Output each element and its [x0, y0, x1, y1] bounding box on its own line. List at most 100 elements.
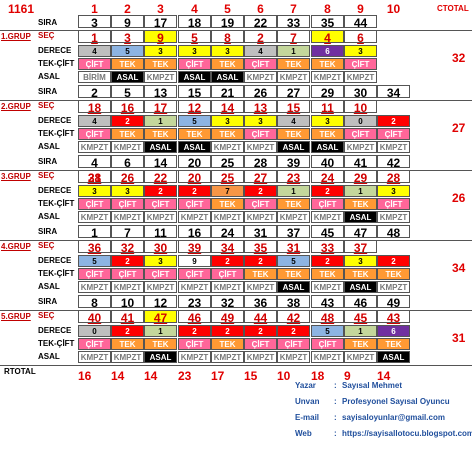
sira-cell: 37: [277, 225, 310, 240]
sec-cell[interactable]: 47: [144, 310, 177, 325]
sec-cell[interactable]: 10: [344, 100, 377, 115]
sec-cell[interactable]: 37: [344, 240, 377, 255]
asal-cell: KMPZT: [311, 71, 344, 83]
derece-cell: 5: [111, 45, 144, 57]
tekcift-cell: ÇİFT: [377, 128, 410, 140]
group-label: 1.GRUP: [1, 32, 31, 41]
sec-cell[interactable]: 30: [144, 240, 177, 255]
sec-cell[interactable]: 28: [377, 170, 410, 185]
sec-cell[interactable]: 26: [111, 170, 144, 185]
group-label: 4.GRUP: [1, 242, 31, 251]
row-label-tekcift: TEK-ÇİFT: [38, 59, 75, 68]
tekcift-cell: TEK: [111, 58, 144, 70]
sira-cell: 29: [311, 85, 344, 100]
footer-value[interactable]: https://sayisallotocu.blogspot.com: [342, 429, 472, 438]
sec-cell[interactable]: 22: [144, 170, 177, 185]
row-label-tekcift: TEK-ÇİFT: [38, 199, 75, 208]
sira-cell: 23: [178, 295, 211, 310]
sec-cell[interactable]: 24: [311, 170, 344, 185]
sec-cell[interactable]: 29: [344, 170, 377, 185]
sec-cell[interactable]: 3: [111, 30, 144, 45]
sec-cell[interactable]: 9: [144, 30, 177, 45]
sec-cell[interactable]: 23: [277, 170, 310, 185]
derece-cell: 5: [311, 325, 344, 337]
sec-cell[interactable]: 1: [78, 30, 111, 45]
sira-cell: 44: [344, 15, 377, 30]
sec-cell[interactable]: 17: [144, 100, 177, 115]
tekcift-cell: TEK: [377, 268, 410, 280]
sira-cell: 9: [111, 15, 144, 30]
sec-cell[interactable]: 14: [211, 100, 244, 115]
derece-cell: 3: [111, 185, 144, 197]
sec-cell[interactable]: 40: [78, 310, 111, 325]
derece-cell: 3: [78, 185, 111, 197]
sira-cell: 48: [377, 225, 410, 240]
tekcift-cell: TEK: [211, 128, 244, 140]
sec-cell[interactable]: 46: [178, 310, 211, 325]
group-label: 3.GRUP: [1, 172, 31, 181]
sec-cell[interactable]: 6: [344, 30, 377, 45]
asal-cell: KMPZT: [244, 351, 277, 363]
row-label-sec: SEÇ: [38, 241, 55, 250]
sec-cell[interactable]: 34: [211, 240, 244, 255]
tekcift-cell: ÇİFT: [178, 58, 211, 70]
sec-cell[interactable]: 4: [311, 30, 344, 45]
row-label-tekcift: TEK-ÇİFT: [38, 339, 75, 348]
sec-cell[interactable]: 44: [244, 310, 277, 325]
row-label-asal: ASAL: [38, 212, 60, 221]
sec-cell[interactable]: 5: [178, 30, 211, 45]
asal-cell: KMPZT: [111, 351, 144, 363]
sec-cell[interactable]: 15: [277, 100, 310, 115]
sec-cell[interactable]: 20: [178, 170, 211, 185]
sec-cell[interactable]: 11: [311, 100, 344, 115]
asal-cell: KMPZT: [311, 211, 344, 223]
sira-cell: 35: [311, 15, 344, 30]
asal-cell: KMPZT: [144, 211, 177, 223]
tekcift-cell: TEK: [144, 338, 177, 350]
derece-cell: 3: [144, 45, 177, 57]
sec-cell[interactable]: 25: [211, 170, 244, 185]
sec-cell[interactable]: 12: [178, 100, 211, 115]
derece-cell: 9: [178, 255, 211, 267]
sec-cell[interactable]: 21: [78, 170, 111, 185]
row-label-sira: SIRA: [38, 297, 58, 306]
derece-cell: 3: [178, 45, 211, 57]
asal-cell: KMPZT: [277, 71, 310, 83]
sec-cell[interactable]: 18: [78, 100, 111, 115]
sec-cell[interactable]: 43: [377, 310, 410, 325]
sec-cell[interactable]: 49: [211, 310, 244, 325]
sec-cell[interactable]: 36: [78, 240, 111, 255]
asal-cell: KMPZT: [111, 141, 144, 153]
sec-cell[interactable]: 35: [244, 240, 277, 255]
sec-cell[interactable]: 13: [244, 100, 277, 115]
row-label-sec: SEÇ: [38, 311, 55, 320]
tekcift-cell: TEK: [211, 58, 244, 70]
sec-cell[interactable]: 7: [277, 30, 310, 45]
sec-cell[interactable]: 33: [311, 240, 344, 255]
sec-cell[interactable]: 39: [178, 240, 211, 255]
derece-cell: 2: [178, 185, 211, 197]
derece-cell: 2: [211, 325, 244, 337]
group-label: 5.GRUP: [1, 312, 31, 321]
sec-cell[interactable]: 45: [344, 310, 377, 325]
rtotal-cell: 18: [311, 369, 325, 383]
sec-cell[interactable]: 48: [311, 310, 344, 325]
sec-cell[interactable]: 42: [277, 310, 310, 325]
sira-cell: 7: [111, 225, 144, 240]
sec-cell[interactable]: 27: [244, 170, 277, 185]
asal-cell: KMPZT: [244, 211, 277, 223]
tekcift-cell: ÇİFT: [78, 338, 111, 350]
sec-cell[interactable]: 8: [211, 30, 244, 45]
tekcift-cell: ÇİFT: [111, 268, 144, 280]
derece-cell: 1: [344, 185, 377, 197]
sec-cell[interactable]: 41: [111, 310, 144, 325]
tekcift-cell: ÇİFT: [78, 198, 111, 210]
sira-cell: 16: [178, 225, 211, 240]
sec-cell[interactable]: 16: [111, 100, 144, 115]
sec-cell[interactable]: 2: [244, 30, 277, 45]
asal-cell: KMPZT: [377, 211, 410, 223]
sec-cell[interactable]: 31: [277, 240, 310, 255]
asal-cell: KMPZT: [178, 351, 211, 363]
footer-value[interactable]: sayisaloyunlar@gmail.com: [342, 413, 445, 422]
sec-cell[interactable]: 32: [111, 240, 144, 255]
